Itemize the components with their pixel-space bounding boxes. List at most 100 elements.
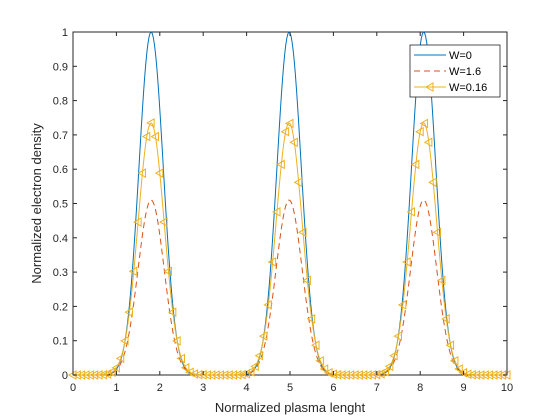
data-point-marker	[159, 217, 168, 227]
data-point-marker	[332, 369, 342, 380]
data-point-marker	[350, 370, 359, 380]
y-tick-label: 0.2	[53, 301, 68, 313]
data-point-marker	[311, 340, 320, 351]
data-point-marker	[133, 217, 142, 227]
data-point-marker	[154, 168, 164, 178]
data-point-marker	[263, 300, 272, 310]
data-point-marker	[94, 370, 103, 380]
y-tick-label: 0.1	[53, 336, 68, 348]
data-point-marker	[393, 331, 402, 341]
series-W=0.16	[67, 118, 511, 380]
y-tick-label: 0.5	[53, 199, 68, 211]
data-point-marker	[410, 159, 420, 170]
x-tick-label: 3	[200, 382, 206, 394]
data-point-marker	[81, 370, 90, 380]
data-point-marker	[480, 370, 489, 380]
y-tick-label: 0.3	[53, 267, 68, 279]
data-point-marker	[436, 275, 446, 286]
data-point-marker	[211, 370, 220, 380]
data-point-marker	[376, 368, 385, 379]
x-tick-label: 5	[287, 382, 293, 394]
y-tick-label: 0.7	[53, 130, 68, 142]
data-point-marker	[124, 307, 133, 318]
data-point-marker	[232, 370, 242, 380]
data-point-marker	[167, 307, 177, 318]
data-point-marker	[202, 370, 212, 380]
data-point-marker	[284, 118, 294, 129]
x-axis-ticks: 0 1 2 3 4 5 6 7 8 9 10	[70, 32, 513, 394]
data-point-marker	[493, 370, 502, 380]
data-point-marker	[172, 336, 181, 346]
legend-item: W=0	[414, 50, 472, 62]
data-point-marker	[293, 177, 303, 188]
legend-marker	[424, 82, 434, 92]
data-point-marker	[141, 131, 151, 142]
data-point-marker	[428, 177, 437, 188]
series-line	[73, 199, 507, 376]
data-point-marker	[289, 137, 298, 148]
data-point-marker	[206, 370, 216, 380]
x-tick-label: 9	[461, 382, 467, 394]
data-point-marker	[389, 350, 398, 361]
data-point-marker	[146, 118, 155, 128]
data-point-marker	[85, 370, 94, 380]
data-point-marker	[215, 370, 225, 380]
data-point-marker	[358, 370, 368, 380]
legend-label: W=0	[449, 50, 472, 62]
y-tick-label: 0.8	[53, 96, 68, 108]
data-point-marker	[193, 369, 203, 380]
x-tick-label: 8	[417, 382, 423, 394]
data-point-marker	[432, 227, 442, 238]
data-point-marker	[454, 364, 463, 374]
y-tick-label: 0.4	[53, 233, 68, 245]
data-point-marker	[228, 370, 238, 380]
data-point-marker	[423, 137, 433, 148]
y-tick-label: 0.6	[53, 164, 68, 176]
data-point-marker	[176, 353, 185, 364]
data-point-marker	[475, 370, 485, 380]
data-point-marker	[298, 227, 307, 238]
data-point-marker	[345, 370, 355, 380]
data-point-marker	[488, 370, 498, 380]
data-point-marker	[107, 367, 116, 378]
series-line	[73, 122, 507, 376]
data-point-marker	[471, 370, 481, 380]
data-point-marker	[163, 266, 172, 277]
series-W=1.6	[73, 199, 507, 376]
data-point-marker	[484, 370, 494, 380]
data-point-marker	[150, 131, 159, 142]
data-point-marker	[76, 370, 86, 380]
data-point-marker	[419, 118, 429, 129]
legend-label: W=0.16	[449, 82, 487, 94]
y-tick-label: 1	[62, 27, 68, 39]
data-point-marker	[380, 366, 389, 377]
data-point-marker	[115, 353, 125, 364]
y-axis-label: Normalized electron density	[29, 123, 44, 284]
y-tick-label: 0	[62, 370, 68, 382]
legend-item: W=0.16	[414, 82, 487, 94]
data-point-marker	[128, 266, 138, 277]
data-point-marker	[98, 369, 107, 380]
data-point-marker	[267, 257, 277, 267]
data-point-marker	[406, 207, 416, 217]
data-point-marker	[120, 336, 129, 346]
data-point-marker	[137, 168, 146, 178]
data-point-marker	[245, 366, 255, 377]
data-point-marker	[354, 370, 363, 380]
data-point-marker	[415, 126, 424, 137]
data-point-marker	[224, 370, 233, 380]
data-point-marker	[302, 275, 311, 286]
data-point-marker	[315, 355, 324, 366]
data-point-marker	[306, 314, 316, 324]
x-tick-label: 0	[70, 382, 76, 394]
x-tick-label: 6	[330, 382, 336, 394]
data-point-marker	[237, 369, 246, 380]
x-tick-label: 1	[113, 382, 119, 394]
x-tick-label: 2	[157, 382, 163, 394]
data-point-marker	[219, 370, 229, 380]
x-tick-label: 7	[374, 382, 380, 394]
legend-label: W=1.6	[449, 66, 481, 78]
data-point-marker	[397, 300, 407, 310]
data-point-marker	[319, 364, 329, 374]
